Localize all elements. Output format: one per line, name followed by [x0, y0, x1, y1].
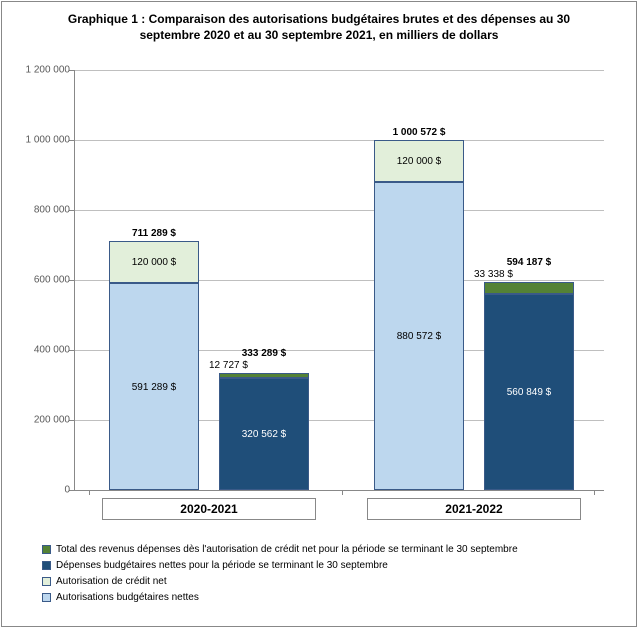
bar-segment: [484, 282, 574, 294]
plot-area: 591 289 $ 120 000 $ 711 289 $ 320 562 $ 12 7…: [74, 70, 604, 490]
chart-title: Graphique 1 : Comparaison des autorisati…: [2, 2, 636, 47]
y-tick-label: 1 200 000: [10, 65, 70, 76]
y-axis: [74, 70, 75, 490]
legend-swatch: [42, 545, 51, 554]
total-label: 711 289 $: [109, 228, 199, 239]
y-tick-label: 800 000: [10, 205, 70, 216]
legend-item: Total des revenus dépenses dès l'autoris…: [42, 544, 518, 555]
category-label: 2020-2021: [102, 498, 316, 520]
legend-label: Autorisations budgétaires nettes: [56, 592, 199, 603]
total-label: 1 000 572 $: [374, 127, 464, 138]
segment-label: 120 000 $: [374, 156, 464, 167]
x-axis: [74, 490, 604, 491]
legend-item: Dépenses budgétaires nettes pour la péri…: [42, 560, 518, 571]
segment-label: 320 562 $: [219, 429, 309, 440]
segment-label: 12 727 $: [209, 360, 299, 371]
segment-label: 880 572 $: [374, 331, 464, 342]
segment-label: 33 338 $: [474, 269, 564, 280]
legend-label: Autorisation de crédit net: [56, 576, 167, 587]
legend-swatch: [42, 577, 51, 586]
y-tick-label: 200 000: [10, 415, 70, 426]
bar-segment: [219, 373, 309, 377]
gridline: [74, 210, 604, 211]
segment-label: 591 289 $: [109, 382, 199, 393]
y-tick-label: 600 000: [10, 275, 70, 286]
legend-item: Autorisations budgétaires nettes: [42, 592, 518, 603]
legend-swatch: [42, 593, 51, 602]
legend-item: Autorisation de crédit net: [42, 576, 518, 587]
y-tick-label: 400 000: [10, 345, 70, 356]
legend: Total des revenus dépenses dès l'autoris…: [42, 544, 518, 608]
chart-container: Graphique 1 : Comparaison des autorisati…: [1, 1, 637, 627]
gridline: [74, 70, 604, 71]
segment-label: 120 000 $: [109, 257, 199, 268]
segment-label: 560 849 $: [484, 387, 574, 398]
gridline: [74, 140, 604, 141]
legend-swatch: [42, 561, 51, 570]
category-label: 2021-2022: [367, 498, 581, 520]
total-label: 594 187 $: [484, 257, 574, 268]
y-tick-label: 1 000 000: [10, 135, 70, 146]
legend-label: Total des revenus dépenses dès l'autoris…: [56, 544, 518, 555]
legend-label: Dépenses budgétaires nettes pour la péri…: [56, 560, 388, 571]
total-label: 333 289 $: [219, 348, 309, 359]
y-tick-label: 0: [10, 485, 70, 496]
